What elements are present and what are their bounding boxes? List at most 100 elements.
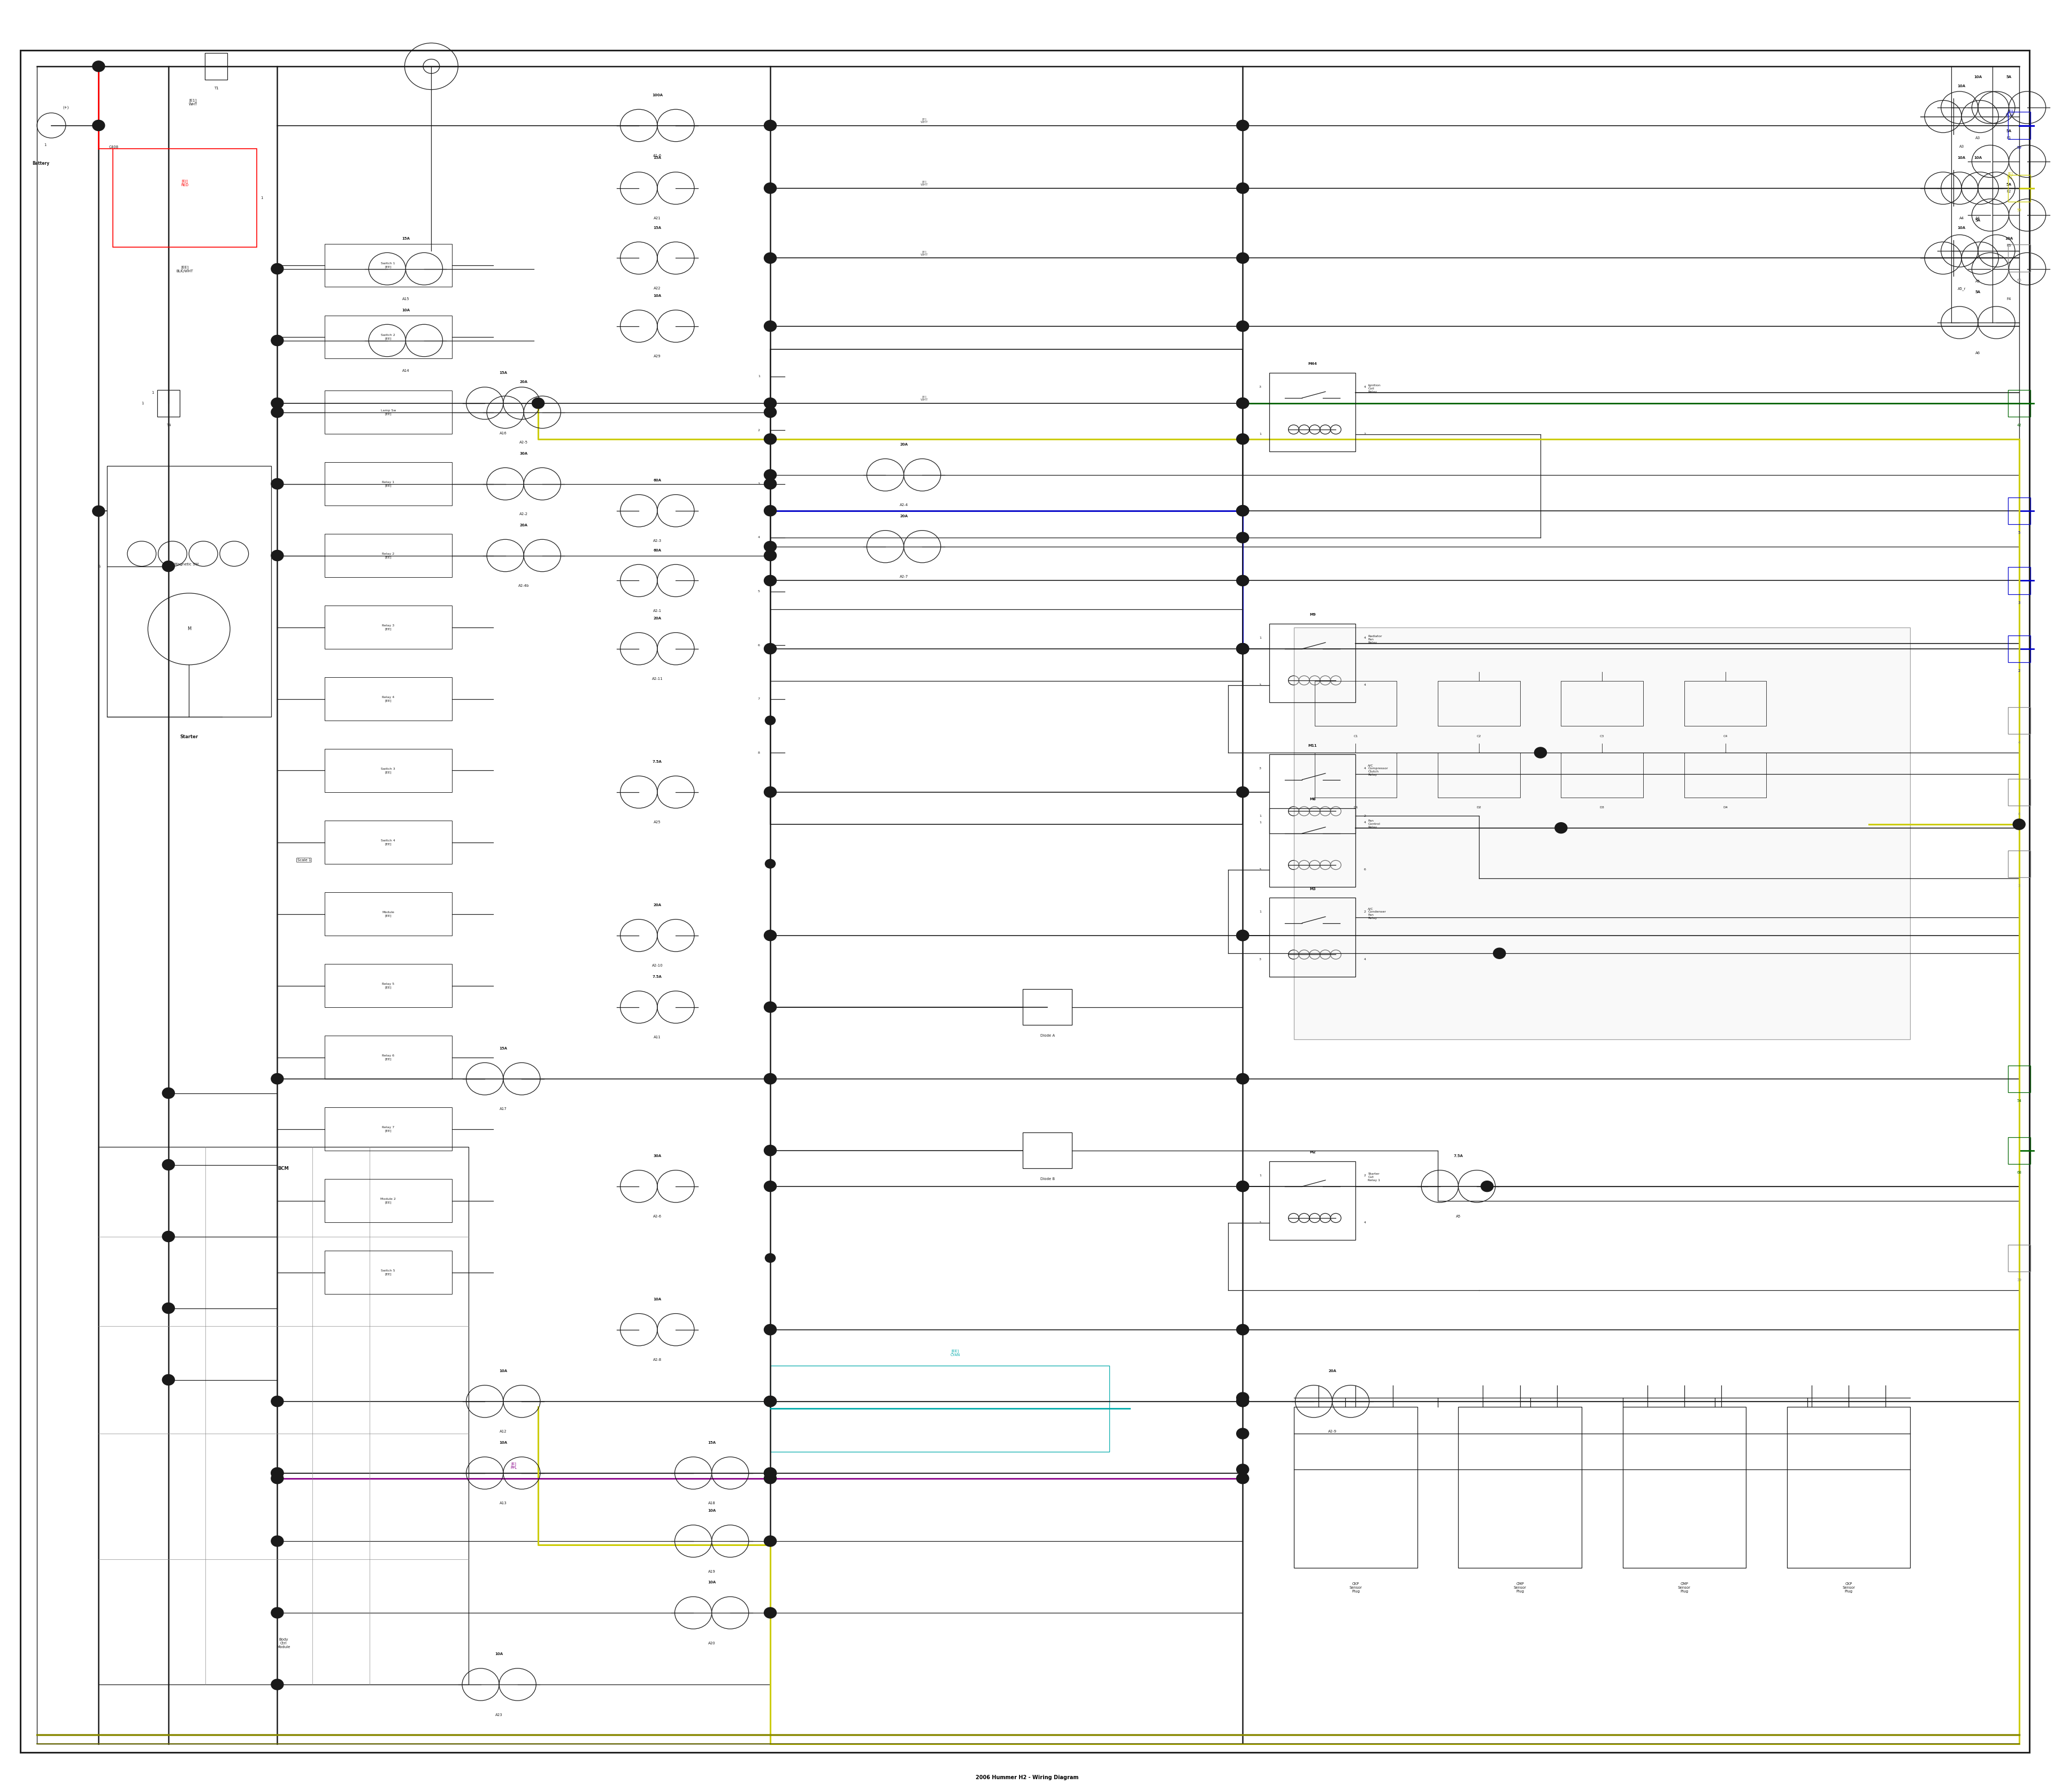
Circle shape <box>271 398 283 409</box>
Text: A/C
Compressor
Clutch
Relay: A/C Compressor Clutch Relay <box>1368 763 1389 776</box>
Circle shape <box>764 1473 776 1484</box>
Text: 42: 42 <box>2017 423 2021 426</box>
Bar <box>2009 389 2031 416</box>
Text: A29: A29 <box>653 355 661 358</box>
Text: [E]
BLU: [E] BLU <box>2007 109 2013 116</box>
Bar <box>2009 778 2031 805</box>
Text: Switch 5
[EE]: Switch 5 [EE] <box>382 1269 394 1276</box>
Circle shape <box>1237 434 1249 444</box>
Text: A4: A4 <box>1960 217 1964 220</box>
Text: M8: M8 <box>1308 797 1317 801</box>
Bar <box>1561 753 1643 797</box>
Circle shape <box>764 505 776 516</box>
Circle shape <box>271 1679 283 1690</box>
Circle shape <box>162 1088 175 1098</box>
Bar <box>2009 246 2031 271</box>
Text: 10A: 10A <box>709 1581 715 1584</box>
Circle shape <box>764 120 776 131</box>
Bar <box>1023 989 1072 1025</box>
Text: A15: A15 <box>403 297 409 301</box>
Circle shape <box>764 321 776 332</box>
Bar <box>1315 681 1397 726</box>
Text: 60A: 60A <box>653 548 661 552</box>
Circle shape <box>271 1536 283 1546</box>
Text: Switch 4
[EE]: Switch 4 [EE] <box>382 839 394 846</box>
Bar <box>1269 373 1356 452</box>
Circle shape <box>1237 1473 1249 1484</box>
Circle shape <box>764 1396 776 1407</box>
Bar <box>325 606 452 649</box>
Bar <box>1315 753 1397 797</box>
Circle shape <box>162 1303 175 1314</box>
Text: A2-11: A2-11 <box>651 677 663 681</box>
Bar <box>107 466 271 717</box>
Text: B: B <box>99 509 101 513</box>
Text: Radiator
Fan
Relay: Radiator Fan Relay <box>1368 634 1382 643</box>
Circle shape <box>764 643 774 652</box>
Text: 2: 2 <box>2017 668 2021 672</box>
Text: 30A: 30A <box>653 1154 661 1158</box>
Text: 54: 54 <box>2017 1098 2021 1102</box>
Bar <box>325 1107 452 1150</box>
Text: A2-9: A2-9 <box>1329 1430 1337 1434</box>
Bar <box>325 964 452 1007</box>
Text: C4: C4 <box>1723 735 1727 737</box>
Circle shape <box>271 1396 283 1407</box>
Text: CKP
Sensor
Plug: CKP Sensor Plug <box>1842 1582 1855 1593</box>
Text: 4: 4 <box>1364 685 1366 686</box>
Circle shape <box>764 470 776 480</box>
Bar <box>2009 1064 2031 1091</box>
Text: 7: 7 <box>758 697 760 701</box>
Circle shape <box>764 505 774 516</box>
Text: 66: 66 <box>2017 278 2021 281</box>
Circle shape <box>1237 1181 1249 1192</box>
Text: 20A: 20A <box>1329 1369 1337 1373</box>
Text: A19: A19 <box>709 1570 715 1573</box>
Bar <box>205 52 228 79</box>
Circle shape <box>162 1159 175 1170</box>
Bar <box>2009 111 2031 138</box>
Text: 3: 3 <box>1259 869 1261 871</box>
Text: [EE]
BLK/WHT: [EE] BLK/WHT <box>177 265 193 272</box>
Circle shape <box>162 561 175 572</box>
Text: 1: 1 <box>1259 910 1261 914</box>
Bar <box>325 1179 452 1222</box>
Text: 60A: 60A <box>653 478 661 482</box>
Text: A3: A3 <box>1976 136 1980 140</box>
Circle shape <box>1237 1073 1249 1084</box>
Circle shape <box>1237 643 1249 654</box>
Circle shape <box>1237 505 1249 516</box>
Circle shape <box>764 930 776 941</box>
Text: Battery: Battery <box>33 161 49 167</box>
Circle shape <box>764 1147 774 1156</box>
Bar <box>325 821 452 864</box>
Text: 1: 1 <box>142 401 144 405</box>
Text: A2-3: A2-3 <box>653 539 661 543</box>
Text: [E]
WHT: [E] WHT <box>920 181 928 186</box>
Text: 1: 1 <box>1259 1174 1261 1177</box>
Bar <box>325 892 452 935</box>
Text: Module 2
[EE]: Module 2 [EE] <box>380 1197 396 1204</box>
Bar <box>2009 176 2031 202</box>
Text: 3: 3 <box>2017 883 2021 887</box>
Text: 5: 5 <box>758 590 760 593</box>
Text: 10A: 10A <box>653 294 661 297</box>
Bar <box>325 244 452 287</box>
Circle shape <box>271 550 283 561</box>
Circle shape <box>764 478 776 489</box>
Text: Scale 1: Scale 1 <box>298 858 310 862</box>
Bar <box>2009 496 2031 523</box>
Circle shape <box>1237 575 1249 586</box>
Text: D1: D1 <box>1354 806 1358 808</box>
Bar <box>1684 753 1766 797</box>
Circle shape <box>1237 1324 1249 1335</box>
Circle shape <box>764 398 776 409</box>
Text: A2-7: A2-7 <box>900 575 908 579</box>
Circle shape <box>1237 787 1249 797</box>
Text: M3: M3 <box>1308 887 1317 891</box>
Circle shape <box>1237 1464 1249 1475</box>
Text: 4: 4 <box>1364 636 1366 640</box>
Text: D4: D4 <box>1723 806 1727 808</box>
Text: 5A: 5A <box>2007 129 2011 133</box>
Text: A2-10: A2-10 <box>651 964 663 968</box>
